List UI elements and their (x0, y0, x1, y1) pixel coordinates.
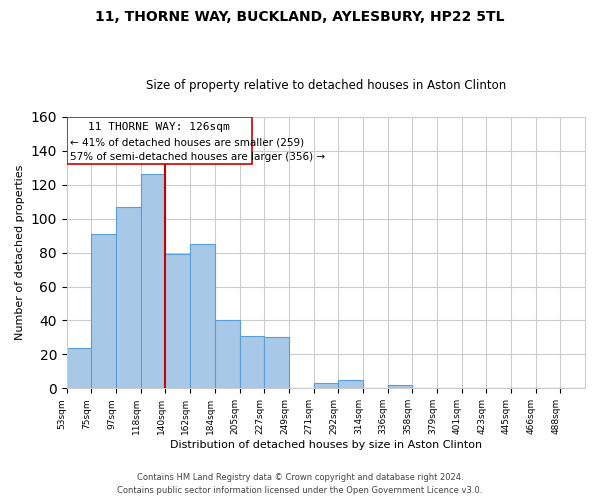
Bar (166, 254, 190, 388)
Bar (67, 348, 91, 389)
Text: 57% of semi-detached houses are larger (356) →: 57% of semi-detached houses are larger (… (70, 152, 326, 162)
Bar (388, 385, 412, 388)
Bar (141, 174, 166, 388)
Text: 11 THORNE WAY: 126sqm: 11 THORNE WAY: 126sqm (88, 122, 230, 132)
X-axis label: Distribution of detached houses by size in Aston Clinton: Distribution of detached houses by size … (170, 440, 482, 450)
Bar (91, 234, 116, 388)
Bar (314, 384, 338, 388)
FancyBboxPatch shape (67, 117, 252, 164)
Bar (338, 380, 363, 388)
Text: Contains HM Land Registry data © Crown copyright and database right 2024.
Contai: Contains HM Land Registry data © Crown c… (118, 474, 482, 495)
Text: ← 41% of detached houses are smaller (259): ← 41% of detached houses are smaller (25… (70, 137, 305, 147)
Bar (215, 320, 239, 388)
Text: 11, THORNE WAY, BUCKLAND, AYLESBURY, HP22 5TL: 11, THORNE WAY, BUCKLAND, AYLESBURY, HP2… (95, 10, 505, 24)
Bar (190, 244, 215, 388)
Bar (116, 206, 141, 388)
Bar (264, 338, 289, 388)
Bar (239, 336, 264, 388)
Title: Size of property relative to detached houses in Aston Clinton: Size of property relative to detached ho… (146, 79, 506, 92)
Y-axis label: Number of detached properties: Number of detached properties (15, 165, 25, 340)
